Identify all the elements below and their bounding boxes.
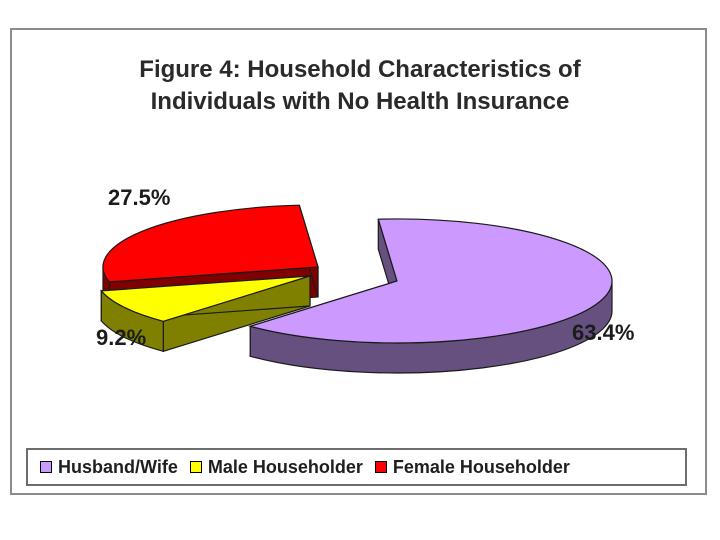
slice-top-female-householder	[102, 204, 319, 283]
chart-title: Figure 4: Household Characteristics of I…	[60, 54, 660, 118]
data-label-male-householder: 9.2%	[96, 325, 146, 350]
data-label-female-householder: 27.5%	[108, 185, 170, 210]
legend: Husband/Wife Male Householder Female Hou…	[26, 448, 687, 486]
slice-top-husband-wife	[248, 218, 613, 344]
pie-slices	[100, 204, 613, 374]
legend-label-husband-wife: Husband/Wife	[58, 456, 178, 477]
legend-item-male-householder: Male Householder	[189, 456, 363, 478]
legend-swatch-husband-wife	[40, 461, 52, 473]
legend-item-female-householder: Female Householder	[374, 456, 570, 478]
legend-label-male-householder: Male Householder	[207, 456, 363, 477]
legend-label-female-householder: Female Householder	[392, 456, 570, 477]
chart-title-line-1: Figure 4: Household Characteristics of	[139, 56, 581, 83]
legend-swatch-female-householder	[374, 461, 387, 473]
legend-swatch-male-householder	[189, 461, 202, 473]
data-label-husband-wife: 63.4%	[572, 320, 634, 345]
legend-item-husband-wife: Husband/Wife	[40, 457, 178, 478]
pie-slice-male-householder	[100, 275, 311, 353]
slice-top-male-householder	[100, 275, 311, 322]
pie-slice-husband-wife	[248, 218, 613, 374]
chart-title-line-2: Individuals with No Health Insurance	[150, 88, 570, 115]
